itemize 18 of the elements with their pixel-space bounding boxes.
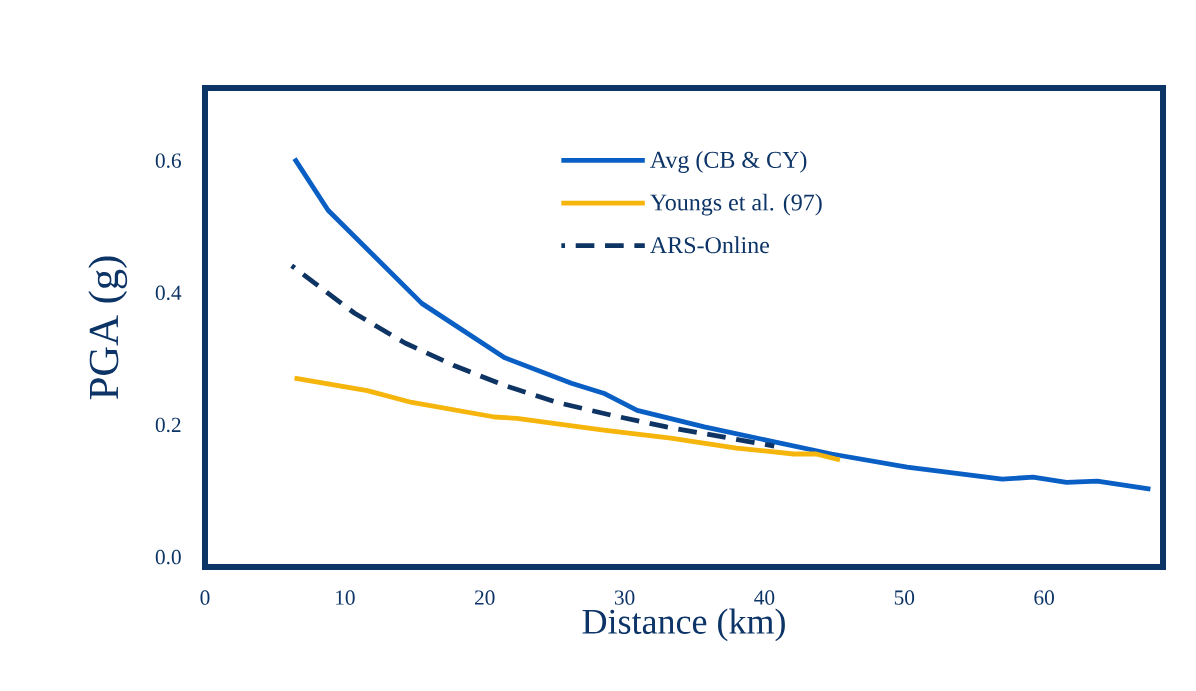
line-series [292,375,843,463]
x-tick-label: 10 [336,590,355,605]
legend-label: ARS-Online [650,236,770,254]
legend-label: Avg (CB & CY) [650,151,807,173]
x-axis-title: Distance (km) [582,608,785,642]
y-tick-label: 0.4 [155,285,182,301]
x-tick-label: 0 [200,590,210,605]
y-tick-label: 0.0 [155,549,181,565]
x-tick-label: 20 [474,590,495,605]
line-series [289,263,777,449]
x-tick-label: 40 [754,590,775,605]
y-tick-label: 0.2 [155,417,181,433]
y-tick-label: 0.6 [155,153,181,168]
x-tick-label: 60 [1034,590,1054,605]
y-axis-title: PGA (g) [88,256,128,400]
x-tick-label: 50 [894,590,915,605]
x-tick-label: 30 [614,590,635,605]
legend-label: Youngs et al. (97) [650,193,822,216]
